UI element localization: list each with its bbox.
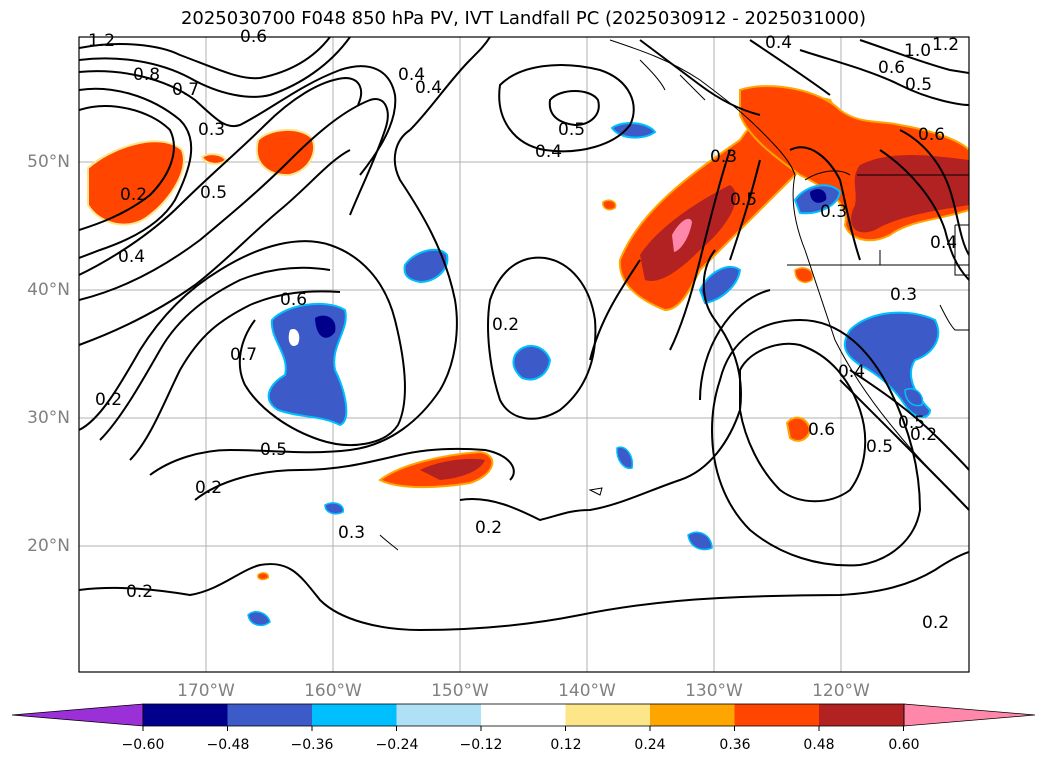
colorbar-tick-label: 0.12	[550, 737, 582, 753]
map-frame	[78, 36, 970, 673]
contour-label: 0.5	[730, 190, 757, 210]
map-title: 2025030700 F048 850 hPa PV, IVT Landfall…	[180, 8, 867, 29]
contour-label: 0.3	[338, 523, 365, 543]
lon-label: 150°W	[431, 681, 489, 701]
contour-label: 0.5	[260, 440, 287, 460]
contour-label: 0.3	[710, 147, 737, 167]
contour-label: 1.2	[88, 31, 115, 51]
colorbar-extend-high	[903, 703, 1036, 727]
contour-label: 0.3	[890, 285, 917, 305]
colorbar-tick-label: −0.12	[459, 737, 503, 753]
contour-label: 0.4	[415, 78, 442, 98]
contour-label: 0.7	[230, 345, 257, 365]
contour-label: 0.2	[120, 185, 147, 205]
lat-label: 50°N	[27, 152, 70, 172]
contour-label: 0.6	[280, 290, 307, 310]
contour-label: 0.8	[133, 65, 160, 85]
contour-label: 0.4	[838, 362, 865, 382]
contour-label: 0.7	[172, 80, 199, 100]
pv-contours	[79, 37, 969, 632]
positive-anomalies	[87, 85, 969, 581]
colorbar-outline	[142, 703, 905, 727]
contour-label: 0.5	[898, 413, 925, 433]
colorbar	[11, 703, 1036, 731]
contour-label: 0.2	[95, 390, 122, 410]
contour-label: 0.5	[866, 437, 893, 457]
lon-label: 130°W	[685, 681, 743, 701]
colorbar-tick-label: −0.60	[121, 737, 165, 753]
contour-label: 0.2	[475, 518, 502, 538]
lon-label: 140°W	[558, 681, 616, 701]
contour-label: 1.0	[904, 41, 931, 61]
contour-label: 0.6	[808, 420, 835, 440]
negative-anomalies	[247, 122, 940, 627]
contour-label: 0.2	[922, 613, 949, 633]
contour-label: 0.4	[930, 233, 957, 253]
contour-label: 0.2	[195, 478, 222, 498]
lon-label: 120°W	[812, 681, 870, 701]
colorbar-tick-label: −0.24	[375, 737, 419, 753]
lon-label: 160°W	[304, 681, 362, 701]
colorbar-tick-label: 0.48	[803, 737, 835, 753]
contour-label: 0.4	[535, 142, 562, 162]
colorbar-tick-label: −0.48	[206, 737, 250, 753]
contour-label: 0.2	[492, 315, 519, 335]
contour-label: 0.3	[820, 202, 847, 222]
lat-label: 30°N	[27, 408, 70, 428]
colorbar-tick-label: −0.36	[290, 737, 334, 753]
contour-label: 0.5	[905, 75, 932, 95]
lat-label: 40°N	[27, 280, 70, 300]
colorbar-tick-label: 0.24	[634, 737, 666, 753]
contour-label: 0.2	[910, 425, 937, 445]
colorbar-segment	[396, 704, 482, 726]
contour-label: 0.4	[118, 247, 145, 267]
contour-label: 0.4	[398, 65, 425, 85]
colorbar-segment	[565, 704, 651, 726]
colorbar-segment	[819, 704, 904, 726]
lat-label: 20°N	[27, 536, 70, 556]
colorbar-segment	[312, 704, 397, 726]
contour-label: 0.6	[918, 125, 945, 145]
contour-label: 0.5	[200, 183, 227, 203]
colorbar-tick-label: 0.36	[719, 737, 751, 753]
contour-label: 0.3	[198, 120, 225, 140]
colorbar-extend-low	[11, 703, 144, 727]
colorbar-tick-label: 0.60	[888, 737, 920, 753]
contour-label: 0.2	[126, 582, 153, 602]
contour-label: 0.6	[878, 58, 905, 78]
colorbar-segment	[481, 704, 566, 726]
contour-label: 0.5	[558, 120, 585, 140]
colorbar-segment	[227, 704, 313, 726]
contour-label: 1.2	[932, 35, 959, 55]
colorbar-segment	[734, 704, 820, 726]
contour-label: 0.4	[765, 33, 792, 53]
lon-label: 170°W	[177, 681, 235, 701]
colorbar-segment	[650, 704, 735, 726]
colorbar-segment	[143, 704, 228, 726]
contour-labels: 1.2 0.8 0.7 0.3 0.2 0.5 0.4 0.6 0.7 0.2 …	[88, 27, 959, 633]
coastlines	[379, 39, 969, 551]
